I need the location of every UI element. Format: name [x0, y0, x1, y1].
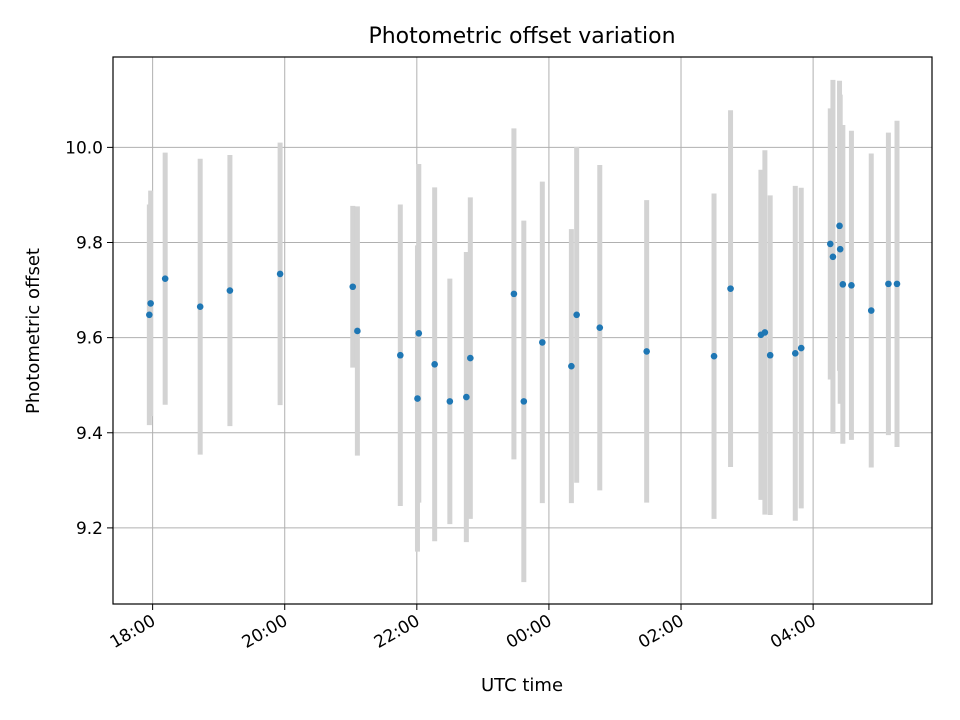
data-point: [276, 270, 284, 278]
y-tick-label: 9.2: [76, 519, 103, 539]
tick-marks: [107, 146, 814, 610]
data-point: [226, 287, 234, 294]
data-point: [766, 351, 774, 359]
data-point: [596, 324, 604, 331]
data-point: [573, 311, 580, 319]
data-point: [161, 275, 169, 282]
data-point: [520, 398, 528, 405]
data-point: [414, 395, 421, 402]
data-point: [867, 307, 875, 314]
x-tick-label: 02:00: [635, 611, 687, 653]
y-tick-label: 9.6: [76, 329, 103, 349]
data-point: [397, 351, 404, 359]
data-point: [568, 362, 575, 370]
data-point: [467, 354, 474, 362]
y-tick-label: 10.0: [65, 138, 103, 158]
data-point: [146, 311, 153, 319]
data-point: [710, 352, 718, 360]
x-axis-label: UTC time: [481, 675, 563, 696]
x-tick-label: 22:00: [371, 611, 423, 653]
y-axis-label: Photometric offset: [23, 248, 44, 414]
y-tick-label: 9.4: [76, 424, 103, 444]
data-point: [539, 339, 546, 346]
error-bars: [146, 79, 900, 583]
x-tick-label: 18:00: [107, 611, 159, 653]
data-point: [761, 329, 769, 336]
data-point: [147, 300, 154, 307]
data-point: [510, 290, 518, 298]
data-point: [836, 245, 844, 253]
data-point: [848, 282, 855, 289]
data-point: [791, 350, 799, 357]
data-point: [354, 327, 361, 335]
data-point: [797, 344, 805, 352]
x-tick-label: 00:00: [503, 611, 555, 653]
data-point: [839, 281, 847, 288]
x-tick-label: 04:00: [767, 611, 819, 653]
data-point: [643, 348, 650, 355]
data-point: [893, 280, 901, 288]
data-point: [446, 398, 454, 405]
data-points: [146, 222, 901, 405]
data-point: [885, 280, 892, 288]
data-point: [826, 240, 834, 248]
data-point: [836, 222, 843, 230]
data-point: [829, 253, 837, 261]
data-point: [349, 283, 357, 291]
data-point: [463, 393, 470, 401]
data-point: [727, 285, 734, 292]
data-point: [431, 360, 438, 368]
chart-title: Photometric offset variation: [368, 24, 675, 49]
y-tick-label: 9.8: [76, 234, 103, 254]
tick-labels: 18:00 20:00 22:00 00:00 02:00 04:00 9.2 9.4 9.6 9…: [65, 138, 819, 652]
x-tick-label: 20:00: [239, 611, 291, 653]
data-point: [415, 330, 423, 337]
axes-frame: [112, 56, 933, 605]
data-point: [196, 303, 204, 311]
